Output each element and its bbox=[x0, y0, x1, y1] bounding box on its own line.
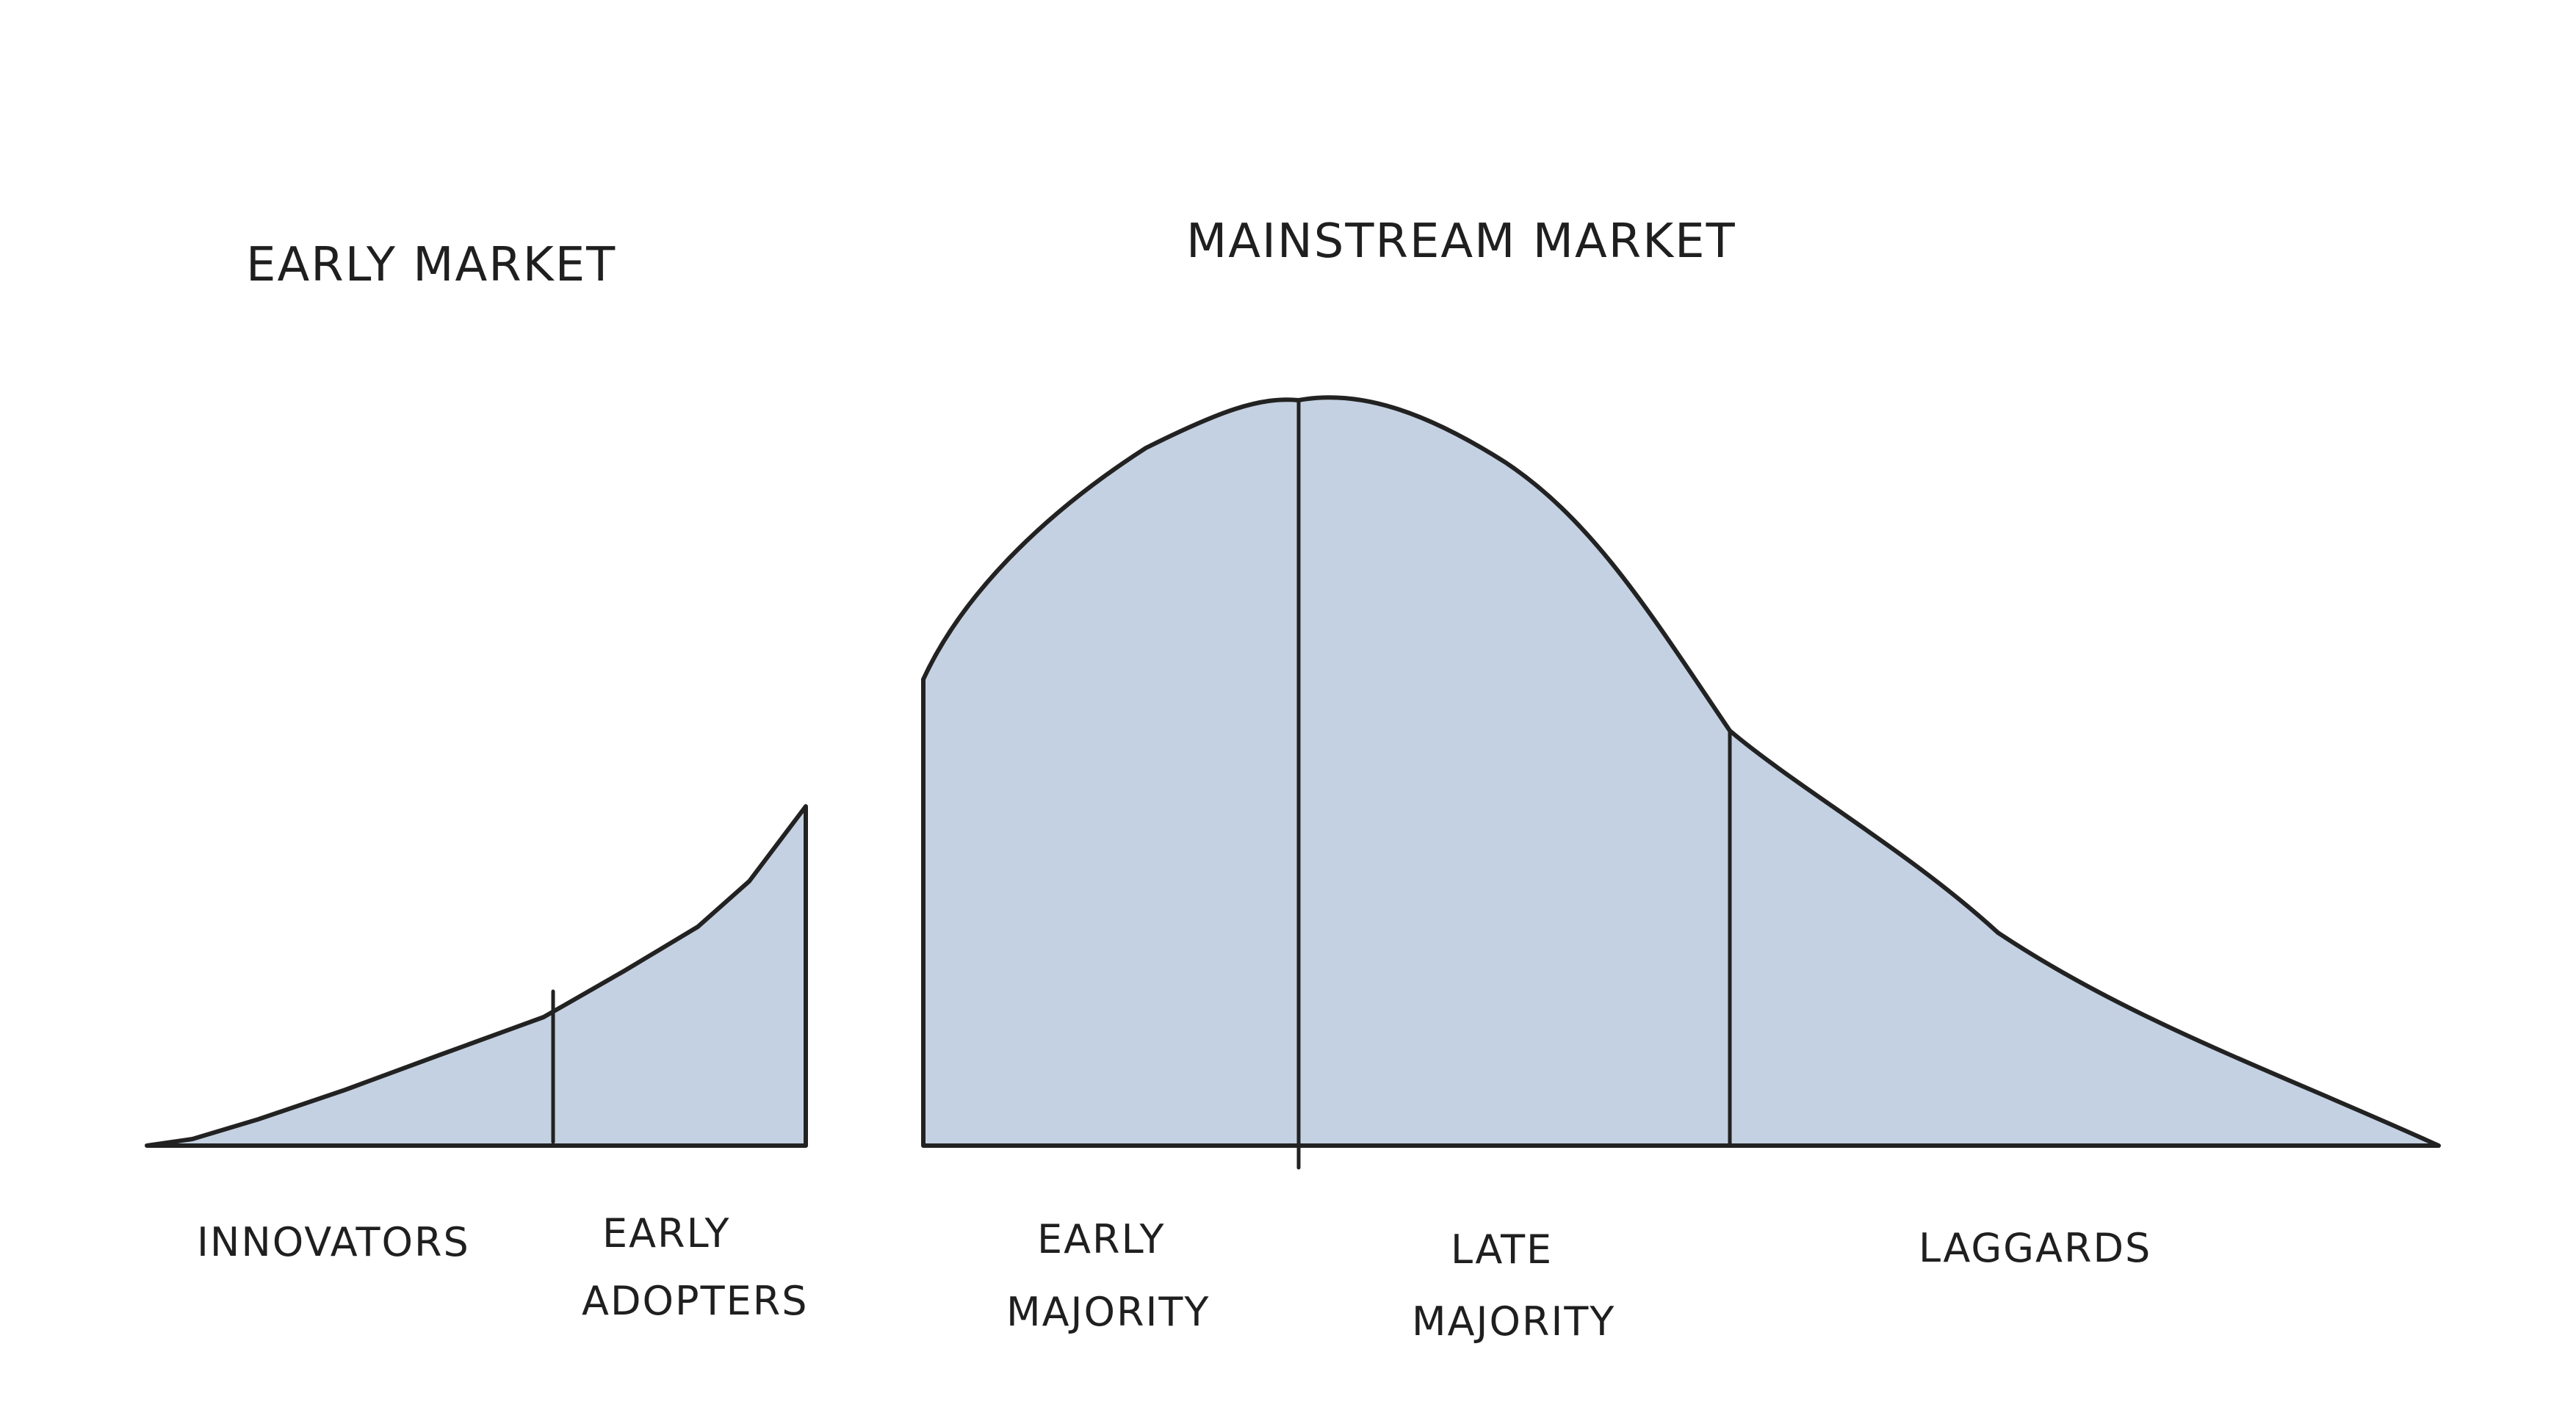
early-market-curve bbox=[145, 804, 808, 1148]
late-majority-label-line-1: LATE bbox=[1451, 1226, 1553, 1273]
late-majority-label-line-2: MAJORITY bbox=[1412, 1298, 1615, 1345]
early-adopters-label-line-2: ADOPTERS bbox=[582, 1278, 809, 1324]
early-adopters-label-line-1: EARLY bbox=[602, 1210, 730, 1257]
innovators-label: INNOVATORS bbox=[197, 1219, 470, 1265]
early-majority-label-line-2: MAJORITY bbox=[1006, 1289, 1210, 1335]
mainstream-market-heading: MAINSTREAM MARKET bbox=[1186, 214, 1736, 269]
early-majority-label-line-1: EARLY bbox=[1037, 1216, 1165, 1262]
laggards-label: LAGGARDS bbox=[1919, 1225, 2151, 1271]
mainstream-market-curve bbox=[921, 395, 2441, 1148]
early-market-heading: EARLY MARKET bbox=[246, 238, 616, 292]
